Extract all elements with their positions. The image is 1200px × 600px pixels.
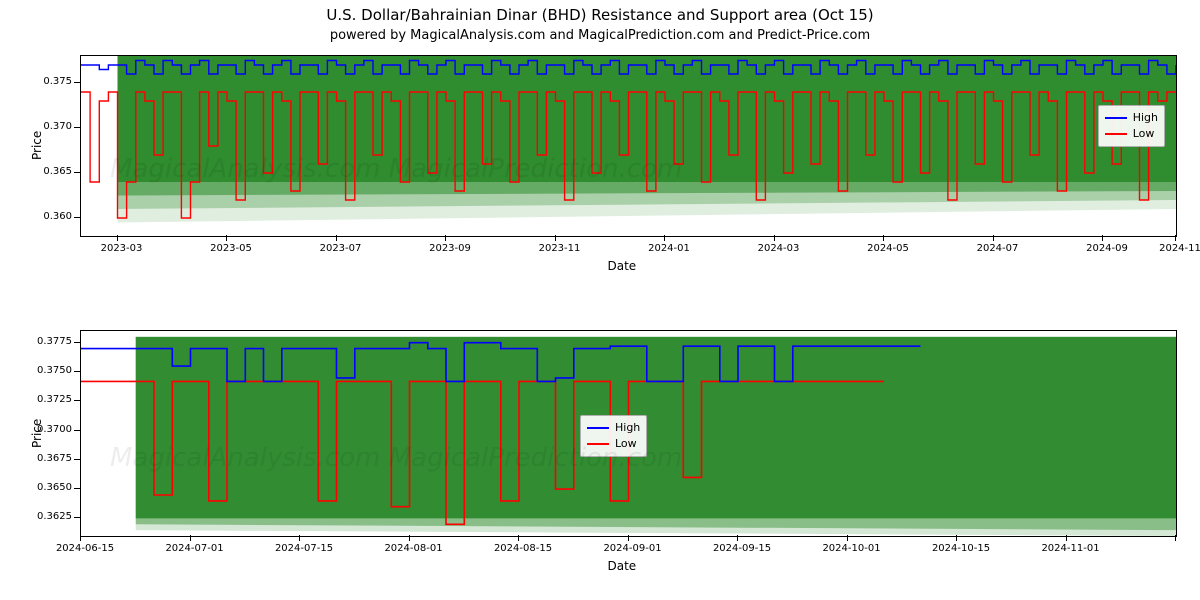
y-tick-mark xyxy=(74,371,80,372)
x-tick-label: 2024-03 xyxy=(744,243,814,254)
y-tick-mark xyxy=(74,82,80,83)
x-tick-label: 2023-05 xyxy=(196,243,266,254)
legend-item: Low xyxy=(587,436,640,452)
y-axis-label: Price xyxy=(30,131,44,160)
legend-item: High xyxy=(1105,110,1158,126)
y-tick-mark xyxy=(74,488,80,489)
x-tick-mark xyxy=(1102,235,1103,241)
x-tick-label: 2024-01 xyxy=(634,243,704,254)
x-tick-label: 2024-09-01 xyxy=(598,543,668,554)
legend-label: High xyxy=(1133,110,1158,126)
x-tick-label: 2023-11 xyxy=(525,243,595,254)
figure: U.S. Dollar/Bahrainian Dinar (BHD) Resis… xyxy=(0,0,1200,600)
y-axis-label: Price xyxy=(30,418,44,447)
x-tick-mark xyxy=(664,235,665,241)
y-tick-mark xyxy=(74,217,80,218)
y-tick-mark xyxy=(74,342,80,343)
legend-item: High xyxy=(587,420,640,436)
chart-title: U.S. Dollar/Bahrainian Dinar (BHD) Resis… xyxy=(0,6,1200,24)
x-tick-mark xyxy=(737,535,738,541)
y-tick-label: 0.370 xyxy=(43,121,72,132)
x-tick-label: 2024-05 xyxy=(853,243,923,254)
support-area-band xyxy=(136,337,1176,536)
legend-label: Low xyxy=(1133,126,1155,142)
x-tick-mark xyxy=(956,535,957,541)
x-tick-label: 2024-11-01 xyxy=(1036,543,1106,554)
x-tick-mark xyxy=(847,535,848,541)
y-tick-label: 0.375 xyxy=(43,76,72,87)
y-tick-label: 0.365 xyxy=(43,166,72,177)
x-tick-label: 2023-03 xyxy=(87,243,157,254)
top-chart-panel xyxy=(80,55,1177,237)
x-tick-label: 2024-09 xyxy=(1072,243,1142,254)
x-tick-mark xyxy=(190,535,191,541)
x-tick-mark xyxy=(80,535,81,541)
legend-label: Low xyxy=(615,436,637,452)
legend-swatch xyxy=(587,427,609,429)
y-tick-label: 0.3725 xyxy=(37,394,72,405)
legend-swatch xyxy=(587,443,609,445)
y-tick-mark xyxy=(74,430,80,431)
y-tick-label: 0.3650 xyxy=(37,482,72,493)
x-tick-label: 2024-07 xyxy=(963,243,1033,254)
x-tick-mark xyxy=(774,235,775,241)
legend-swatch xyxy=(1105,117,1127,119)
y-tick-mark xyxy=(74,459,80,460)
y-tick-label: 0.3750 xyxy=(37,365,72,376)
x-tick-mark xyxy=(993,235,994,241)
y-tick-mark xyxy=(74,400,80,401)
x-tick-mark xyxy=(336,235,337,241)
x-tick-mark xyxy=(1175,535,1176,541)
y-tick-label: 0.3625 xyxy=(37,511,72,522)
x-axis-label: Date xyxy=(608,559,637,573)
x-tick-mark xyxy=(1066,535,1067,541)
legend: HighLow xyxy=(580,415,647,457)
x-tick-mark xyxy=(226,235,227,241)
y-tick-mark xyxy=(74,517,80,518)
x-tick-label: 2024-07-01 xyxy=(160,543,230,554)
x-tick-label: 2024-08-01 xyxy=(379,543,449,554)
x-tick-mark xyxy=(555,235,556,241)
y-tick-mark xyxy=(74,127,80,128)
plot-svg-top xyxy=(81,56,1176,236)
x-tick-mark xyxy=(628,535,629,541)
x-tick-label: 2024-07-15 xyxy=(269,543,339,554)
legend-swatch xyxy=(1105,133,1127,135)
chart-subtitle: powered by MagicalAnalysis.com and Magic… xyxy=(0,28,1200,43)
x-tick-mark xyxy=(445,235,446,241)
x-tick-label: 2024-11 xyxy=(1145,243,1200,254)
x-tick-label: 2023-07 xyxy=(306,243,376,254)
x-tick-label: 2024-10-01 xyxy=(817,543,887,554)
x-tick-mark xyxy=(299,535,300,541)
x-tick-mark xyxy=(518,535,519,541)
legend: HighLow xyxy=(1098,105,1165,147)
y-tick-label: 0.3675 xyxy=(37,453,72,464)
x-tick-label: 2024-06-15 xyxy=(50,543,120,554)
x-tick-label: 2024-09-15 xyxy=(707,543,777,554)
x-tick-label: 2024-10-15 xyxy=(926,543,996,554)
x-tick-mark xyxy=(409,535,410,541)
x-tick-label: 2023-09 xyxy=(415,243,485,254)
x-axis-label: Date xyxy=(608,259,637,273)
x-tick-mark xyxy=(1175,235,1176,241)
y-tick-label: 0.3775 xyxy=(37,336,72,347)
y-tick-label: 0.360 xyxy=(43,211,72,222)
x-tick-label: 2024-08-15 xyxy=(488,543,558,554)
y-tick-mark xyxy=(74,172,80,173)
x-tick-mark xyxy=(117,235,118,241)
x-tick-mark xyxy=(883,235,884,241)
legend-label: High xyxy=(615,420,640,436)
legend-item: Low xyxy=(1105,126,1158,142)
